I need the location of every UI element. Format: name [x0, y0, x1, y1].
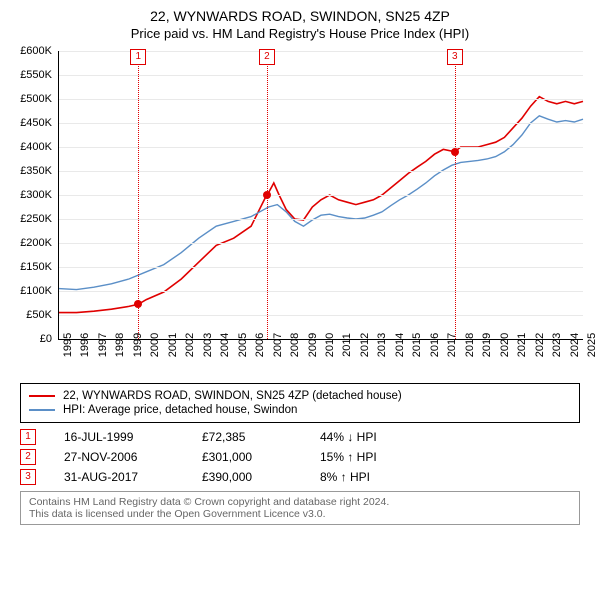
y-axis-label: £200K — [20, 237, 52, 249]
x-axis-label: 2017 — [446, 333, 458, 357]
x-axis-label: 2007 — [272, 333, 284, 357]
x-axis-label: 2021 — [516, 333, 528, 357]
sale-change: 8% ↑ HPI — [320, 470, 410, 484]
event-line-1 — [138, 51, 139, 339]
event-dot-1 — [134, 300, 142, 308]
x-axis-label: 2022 — [534, 333, 546, 357]
x-axis-label: 2024 — [569, 333, 581, 357]
x-axis-label: 2015 — [411, 333, 423, 357]
event-marker-2: 2 — [259, 49, 275, 65]
x-axis-label: 2018 — [464, 333, 476, 357]
legend-item: 22, WYNWARDS ROAD, SWINDON, SN25 4ZP (de… — [29, 390, 571, 402]
x-axis-label: 2010 — [324, 333, 336, 357]
x-axis-label: 2001 — [167, 333, 179, 357]
y-axis-label: £250K — [20, 213, 52, 225]
event-dot-3 — [451, 148, 459, 156]
event-line-3 — [455, 51, 456, 339]
legend: 22, WYNWARDS ROAD, SWINDON, SN25 4ZP (de… — [20, 383, 580, 423]
legend-label: 22, WYNWARDS ROAD, SWINDON, SN25 4ZP (de… — [63, 390, 402, 402]
x-axis-label: 2000 — [149, 333, 161, 357]
legend-label: HPI: Average price, detached house, Swin… — [63, 404, 297, 416]
event-dot-2 — [263, 191, 271, 199]
y-axis-label: £50K — [26, 309, 52, 321]
sale-price: £301,000 — [202, 450, 292, 464]
x-axis-label: 2016 — [429, 333, 441, 357]
chart-title: 22, WYNWARDS ROAD, SWINDON, SN25 4ZP — [4, 8, 596, 24]
sale-change: 15% ↑ HPI — [320, 450, 410, 464]
legend-swatch — [29, 395, 55, 397]
y-axis-label: £350K — [20, 165, 52, 177]
y-axis-label: £150K — [20, 261, 52, 273]
chart-subtitle: Price paid vs. HM Land Registry's House … — [4, 26, 596, 41]
x-axis-label: 2013 — [376, 333, 388, 357]
x-axis-label: 1999 — [132, 333, 144, 357]
x-axis-label: 1996 — [79, 333, 91, 357]
x-axis-label: 2004 — [219, 333, 231, 357]
chart-container: 22, WYNWARDS ROAD, SWINDON, SN25 4ZP Pri… — [0, 0, 600, 529]
x-axis-label: 2023 — [551, 333, 563, 357]
x-axis-label: 2009 — [307, 333, 319, 357]
attribution-footer: Contains HM Land Registry data © Crown c… — [20, 491, 580, 525]
x-axis-label: 2006 — [254, 333, 266, 357]
sale-row: 1 16-JUL-1999 £72,385 44% ↓ HPI — [20, 429, 580, 445]
chart-area: 1 2 3 £0 £50K £100K £150K £200K £250K £300K £350K… — [10, 47, 590, 377]
y-axis-label: £400K — [20, 141, 52, 153]
x-axis-label: 2003 — [202, 333, 214, 357]
event-marker-3: 3 — [447, 49, 463, 65]
x-axis-label: 2020 — [499, 333, 511, 357]
sale-marker-box: 1 — [20, 429, 36, 445]
event-marker-1: 1 — [130, 49, 146, 65]
x-axis-label: 1998 — [114, 333, 126, 357]
y-axis-label: £500K — [20, 93, 52, 105]
sale-date: 27-NOV-2006 — [64, 450, 174, 464]
sale-row: 3 31-AUG-2017 £390,000 8% ↑ HPI — [20, 469, 580, 485]
x-axis-label: 2005 — [237, 333, 249, 357]
footer-line2: This data is licensed under the Open Gov… — [29, 508, 571, 520]
legend-swatch — [29, 409, 55, 411]
x-axis-label: 2014 — [394, 333, 406, 357]
x-axis-label: 1997 — [97, 333, 109, 357]
y-axis-label: £550K — [20, 69, 52, 81]
x-axis-label: 2025 — [586, 333, 598, 357]
y-axis-label: £100K — [20, 285, 52, 297]
sale-row: 2 27-NOV-2006 £301,000 15% ↑ HPI — [20, 449, 580, 465]
x-axis-label: 1995 — [62, 333, 74, 357]
x-axis-label: 2011 — [341, 333, 353, 357]
y-axis-label: £600K — [20, 45, 52, 57]
y-axis-label: £300K — [20, 189, 52, 201]
x-axis-label: 2002 — [184, 333, 196, 357]
y-axis-label: £450K — [20, 117, 52, 129]
sale-date: 31-AUG-2017 — [64, 470, 174, 484]
sale-price: £72,385 — [202, 430, 292, 444]
sale-date: 16-JUL-1999 — [64, 430, 174, 444]
sale-change: 44% ↓ HPI — [320, 430, 410, 444]
sale-marker-box: 2 — [20, 449, 36, 465]
y-axis-label: £0 — [40, 333, 52, 345]
footer-line1: Contains HM Land Registry data © Crown c… — [29, 496, 571, 508]
sale-marker-box: 3 — [20, 469, 36, 485]
x-axis-label: 2008 — [289, 333, 301, 357]
sale-price: £390,000 — [202, 470, 292, 484]
plot-region: 1 2 3 — [58, 51, 583, 340]
x-axis-label: 2012 — [359, 333, 371, 357]
legend-item: HPI: Average price, detached house, Swin… — [29, 404, 571, 416]
x-axis-label: 2019 — [481, 333, 493, 357]
sales-table: 1 16-JUL-1999 £72,385 44% ↓ HPI 2 27-NOV-2006… — [20, 429, 580, 485]
